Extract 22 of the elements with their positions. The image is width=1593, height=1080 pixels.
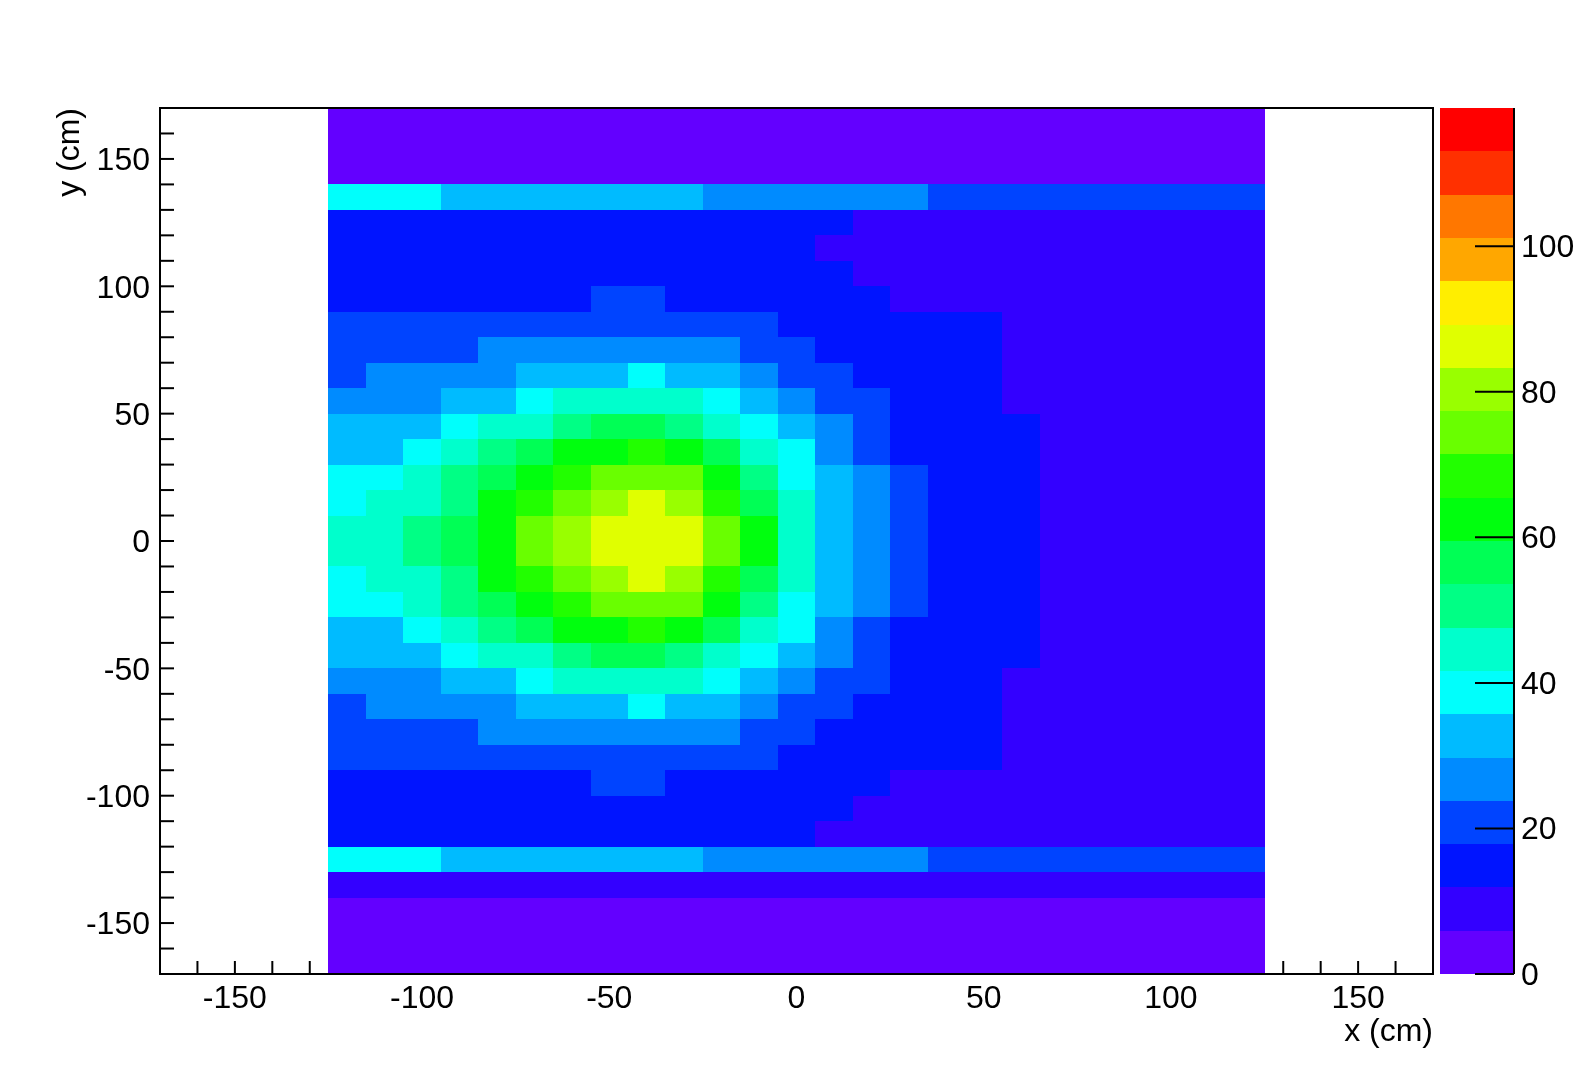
x-tick-label: 50 — [965, 979, 1002, 1015]
x-tick-label: -100 — [390, 979, 455, 1015]
x-tick-label: 150 — [1331, 979, 1385, 1015]
y-tick-label: 150 — [96, 141, 150, 178]
y-tick-label: 100 — [96, 268, 150, 305]
y-tick-label: -50 — [103, 650, 150, 687]
x-tick-label: 100 — [1144, 979, 1198, 1015]
x-tick-label: 0 — [787, 979, 806, 1015]
y-axis-title: y (cm) — [50, 108, 86, 197]
x-axis-title: x (cm) — [1344, 1012, 1433, 1048]
x-tick-label: -150 — [202, 979, 267, 1015]
y-tick-label: -150 — [85, 905, 150, 942]
color-bar-label: 80 — [1521, 373, 1557, 410]
color-bar-label: 100 — [1521, 228, 1575, 265]
y-tick-label: 0 — [132, 523, 150, 560]
color-bar-label: 40 — [1521, 664, 1557, 701]
y-tick-label: -100 — [85, 778, 150, 815]
y-tick-label: 50 — [114, 396, 150, 433]
x-tick-label: -50 — [586, 979, 633, 1015]
color-bar-label: 20 — [1521, 810, 1557, 847]
color-bar-label: 0 — [1521, 956, 1539, 992]
color-bar-label: 60 — [1521, 519, 1557, 556]
